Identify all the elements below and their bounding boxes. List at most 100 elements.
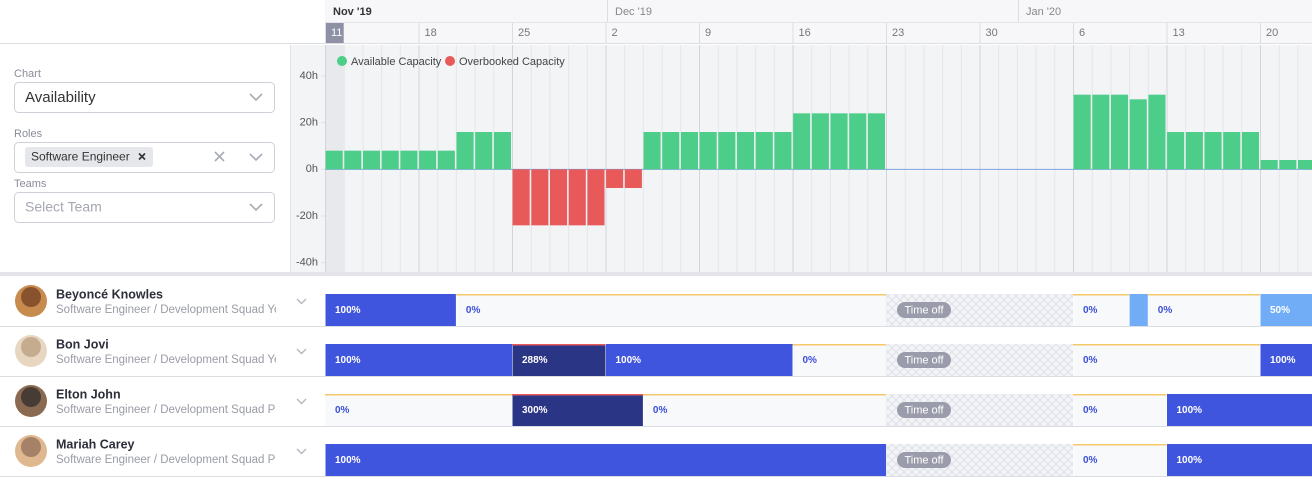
- week-label: 16: [799, 27, 811, 39]
- time-off-label: Time off: [904, 304, 944, 316]
- role-chip[interactable]: [25, 147, 153, 167]
- bar: [624, 169, 642, 188]
- allocation[interactable]: [1073, 444, 1167, 476]
- bar: [680, 132, 698, 170]
- bar: [718, 132, 736, 170]
- bar: [1073, 94, 1091, 170]
- person-name[interactable]: Mariah Carey: [56, 437, 135, 451]
- allocation[interactable]: [456, 294, 886, 326]
- month-label: Dec '19: [615, 6, 652, 18]
- time-off-pill: [897, 302, 951, 318]
- legend-swatch: [337, 56, 347, 66]
- allocation[interactable]: [793, 344, 886, 376]
- allocation-label: 0%: [653, 405, 668, 416]
- allocation[interactable]: [325, 294, 456, 326]
- timeline-header: [325, 0, 1312, 43]
- allocation-label: 300%: [522, 405, 548, 416]
- y-tick-label: -40h: [296, 257, 318, 269]
- person-name[interactable]: Bon Jovi: [56, 337, 109, 351]
- y-tick-label: 20h: [300, 117, 318, 129]
- allocation[interactable]: [643, 394, 886, 426]
- bar: [456, 132, 474, 170]
- bar: [662, 132, 680, 170]
- week-label: 9: [705, 27, 711, 39]
- clear[interactable]: [214, 151, 225, 162]
- bar: [774, 132, 792, 170]
- allocation-label: 100%: [616, 355, 642, 366]
- allocation[interactable]: [512, 344, 606, 376]
- allocation[interactable]: [1260, 294, 1312, 326]
- allocation[interactable]: [325, 394, 513, 426]
- select-value: Availability: [25, 89, 96, 106]
- bar: [1092, 94, 1110, 170]
- week-label: 20: [1266, 27, 1278, 39]
- allocation-label: 100%: [335, 455, 361, 466]
- week-label: 18: [425, 27, 437, 39]
- week-label: 30: [986, 27, 998, 39]
- bar: [1111, 94, 1129, 170]
- bar: [1260, 160, 1278, 170]
- today-marker: [325, 23, 344, 43]
- week-label: 6: [1079, 27, 1085, 39]
- bar: [755, 132, 773, 170]
- expand-chevron[interactable]: [296, 348, 307, 355]
- legend-swatch: [445, 56, 455, 66]
- bar: [606, 169, 624, 188]
- divider: [0, 272, 1312, 276]
- allocation[interactable]: [1073, 344, 1261, 376]
- person-name[interactable]: Beyoncé Knowles: [56, 287, 163, 301]
- y-tick-label: 40h: [300, 70, 318, 82]
- bar: [830, 113, 848, 170]
- bar: [811, 113, 829, 170]
- allocation[interactable]: [1260, 344, 1312, 376]
- allocation[interactable]: [606, 344, 793, 376]
- allocation[interactable]: [1073, 394, 1167, 426]
- chip-remove[interactable]: [138, 152, 146, 161]
- chart-select[interactable]: [14, 82, 275, 113]
- bar: [793, 113, 811, 170]
- allocation[interactable]: [1129, 294, 1148, 326]
- allocation-label: 50%: [1270, 305, 1290, 316]
- legend-label: Overbooked Capacity: [459, 56, 565, 68]
- allocation[interactable]: [1148, 294, 1260, 326]
- bar: [550, 169, 568, 226]
- allocation[interactable]: [1167, 444, 1312, 476]
- allocation-label: 0%: [803, 355, 818, 366]
- bar: [1298, 160, 1312, 170]
- time-off-label: Time off: [904, 354, 944, 366]
- allocation-label: 100%: [335, 355, 361, 366]
- bar: [344, 150, 362, 170]
- allocation[interactable]: [1167, 394, 1312, 426]
- expand-chevron[interactable]: [296, 448, 307, 455]
- bar: [568, 169, 586, 226]
- time-off-label: Time off: [904, 454, 944, 466]
- filter-label: Roles: [14, 128, 43, 140]
- bar: [363, 150, 381, 170]
- allocation[interactable]: [1073, 294, 1130, 326]
- bar: [1148, 94, 1166, 170]
- bar: [512, 169, 530, 226]
- time-off-pill: [897, 452, 951, 468]
- person-name[interactable]: Elton John: [56, 387, 121, 401]
- bar: [867, 113, 885, 170]
- expand-chevron[interactable]: [296, 398, 307, 405]
- bar: [325, 150, 343, 170]
- expand-chevron[interactable]: [296, 298, 307, 305]
- chevron: [249, 93, 263, 102]
- person-role: Software Engineer / Development Squad Pu…: [56, 404, 286, 416]
- allocation[interactable]: [325, 344, 513, 376]
- avatar-hair: [21, 437, 41, 457]
- allocation-label: 0%: [1083, 455, 1098, 466]
- avatar-hair: [21, 387, 41, 407]
- allocation[interactable]: [325, 444, 887, 476]
- bar: [587, 169, 605, 226]
- teams-select[interactable]: [14, 192, 275, 223]
- bar: [531, 169, 549, 226]
- chevron: [249, 203, 263, 212]
- y-tick-label: -20h: [296, 210, 318, 222]
- time-off-pill: [897, 352, 951, 368]
- allocation[interactable]: [512, 394, 643, 426]
- week-label: 2: [612, 27, 618, 39]
- bar: [475, 132, 493, 170]
- allocation-label: 0%: [466, 305, 481, 316]
